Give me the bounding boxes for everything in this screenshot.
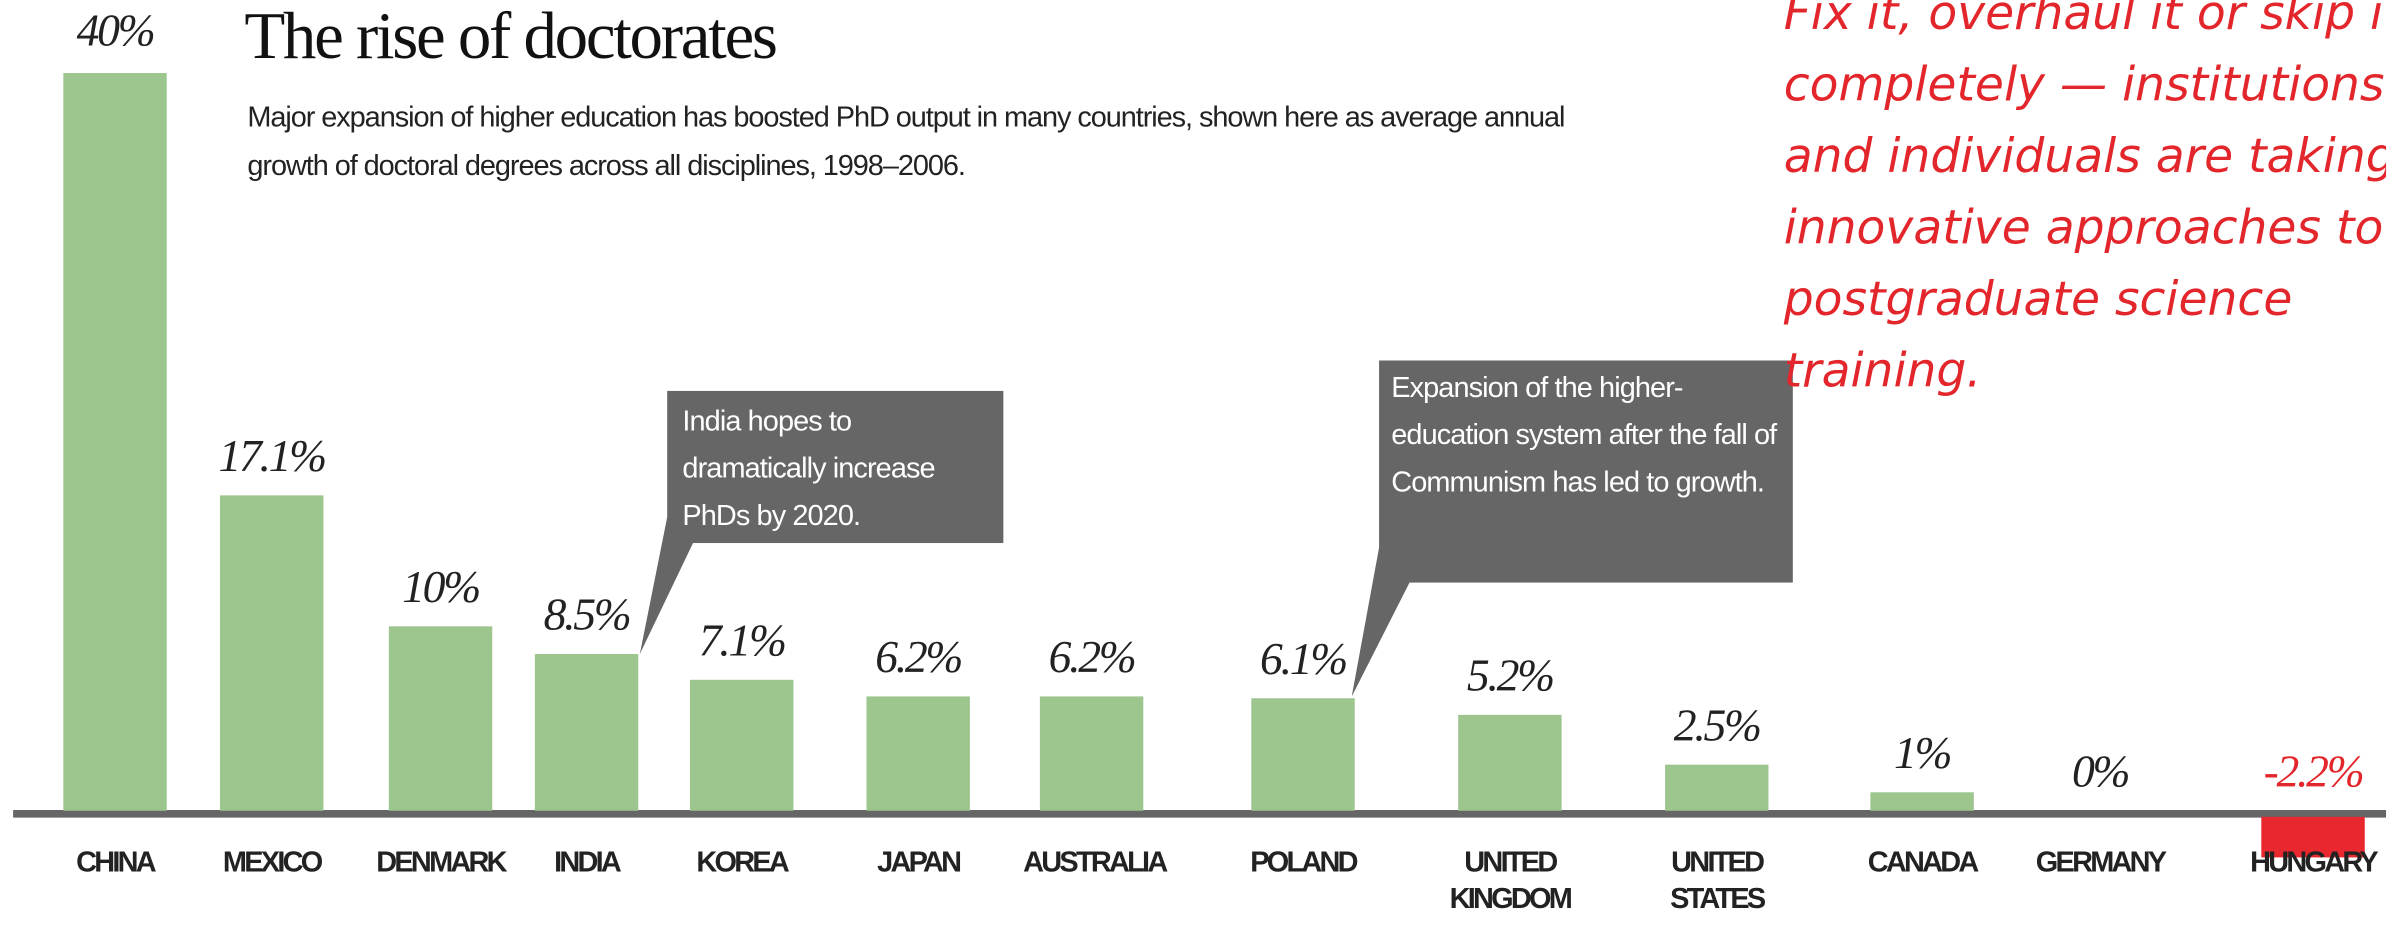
subtitle-box: Major expansion of higher education has … [247,101,1565,183]
callout-box [667,390,1004,544]
chart-title: The rise of doctorates [244,0,776,73]
callout-pointer [639,517,694,655]
side-text: Fix it, overhaul it or skip it completel… [1783,0,2387,399]
category-label: UNITED STATES [1670,847,1766,916]
category-label: JAPAN [877,847,962,880]
value-label: 40% [77,5,154,56]
value-label: 8.5% [544,589,630,640]
bar [388,626,493,811]
bar [1665,764,1769,811]
category-label: KOREA [696,847,789,880]
category-label-box: CANADA [1867,847,1980,880]
value-label: 1% [1894,727,1951,778]
value-label: 6.2% [875,631,961,682]
bar [2261,816,2365,858]
value-label: 6.2% [1049,631,1135,682]
category-label-box: HUNGARY [2250,847,2379,880]
category-label-box: CHINA [76,847,157,880]
value-label: 6.1% [1260,633,1346,684]
side-text-box: Fix it, overhaul it or skip it completel… [1783,0,2387,399]
callout-pointer [1351,547,1410,697]
callout-text-box: India hopes to dramatically increase PhD… [682,406,935,533]
category-label: CANADA [1867,847,1980,880]
bar [1458,714,1562,811]
bar [1039,696,1144,811]
bar [1251,698,1355,811]
value-label: 17.1% [218,430,325,481]
category-label: UNITED KINGDOM [1449,847,1573,916]
value-label: 7.1% [699,614,785,665]
category-label-box: GERMANY [2035,847,2167,880]
annotation: Expansion of the higher-education system… [1391,372,1777,499]
category-label: DENMARK [376,847,507,880]
category-label-box: UNITED KINGDOM [1449,847,1573,916]
bar [534,653,639,811]
chart-subtitle: Major expansion of higher education has … [247,101,1565,183]
category-label: CHINA [76,847,157,880]
bar [63,73,167,811]
category-label: AUSTRALIA [1023,847,1168,880]
value-label: -2.2% [2264,745,2363,796]
category-label-box: DENMARK [376,847,507,880]
category-label: HUNGARY [2250,847,2379,880]
category-label-box: POLAND [1250,847,1358,880]
bar [866,696,970,811]
category-label-box: MEXICO [222,847,323,880]
callout-text-box: Expansion of the higher-education system… [1391,372,1777,499]
bar [219,495,324,811]
value-label: 5.2% [1467,650,1553,701]
annotation: India hopes to dramatically increase PhD… [682,406,935,533]
category-label: GERMANY [2035,847,2167,880]
category-label-box: AUSTRALIA [1023,847,1168,880]
category-label: POLAND [1250,847,1358,880]
value-label: 10% [402,561,479,612]
category-label-box: INDIA [554,847,622,880]
category-label: MEXICO [222,847,323,880]
category-label-box: KOREA [696,847,789,880]
bar [1870,792,1974,811]
callout-box [1379,360,1793,583]
value-label: 2.5% [1674,699,1760,750]
value-label: 0% [2072,745,2129,796]
category-label: INDIA [554,847,622,880]
bar [690,679,794,811]
category-label-box: UNITED STATES [1670,847,1766,916]
category-label-box: JAPAN [877,847,962,880]
